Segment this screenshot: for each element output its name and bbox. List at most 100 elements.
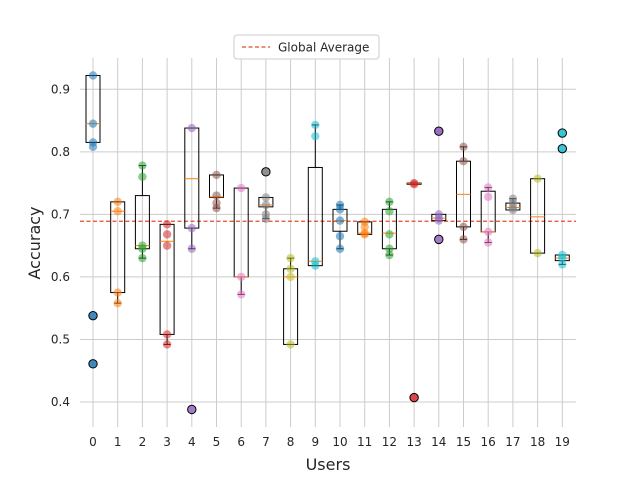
y-tick-label: 0.4 bbox=[51, 395, 70, 409]
data-point bbox=[212, 191, 221, 200]
data-point bbox=[533, 174, 542, 183]
data-point bbox=[212, 203, 221, 213]
x-tick-label: 8 bbox=[287, 435, 295, 449]
x-tick-label: 16 bbox=[481, 435, 496, 449]
data-point bbox=[558, 260, 567, 269]
data-point bbox=[459, 235, 468, 244]
y-tick-label: 0.8 bbox=[51, 145, 70, 159]
data-point bbox=[335, 205, 345, 214]
x-tick-label: 17 bbox=[505, 435, 520, 449]
data-point bbox=[484, 192, 493, 202]
data-point bbox=[459, 222, 468, 232]
x-tick-label: 10 bbox=[332, 435, 347, 449]
grid bbox=[80, 58, 576, 427]
data-point bbox=[335, 244, 345, 253]
x-axis-label: Users bbox=[306, 455, 351, 474]
data-point bbox=[484, 227, 493, 237]
x-tick-label: 12 bbox=[382, 435, 397, 449]
data-point bbox=[138, 253, 147, 263]
data-point bbox=[459, 156, 468, 166]
data-point bbox=[385, 197, 394, 207]
data-point bbox=[385, 207, 394, 216]
legend-label: Global Average bbox=[278, 41, 369, 55]
data-point bbox=[558, 253, 567, 263]
data-point bbox=[113, 207, 122, 216]
x-tick-label: 9 bbox=[311, 435, 319, 449]
data-point bbox=[261, 193, 271, 202]
outlier-point bbox=[409, 392, 419, 403]
x-tick-label: 13 bbox=[406, 435, 421, 449]
data-point bbox=[311, 131, 320, 141]
x-tick-label: 14 bbox=[431, 435, 446, 449]
data-point bbox=[335, 216, 345, 225]
x-tick-label: 15 bbox=[456, 435, 471, 449]
y-tick-label: 0.9 bbox=[51, 82, 70, 96]
data-point bbox=[187, 223, 196, 233]
outlier-point bbox=[434, 234, 444, 245]
data-point bbox=[286, 272, 295, 282]
data-point bbox=[286, 264, 295, 273]
y-ticks: 0.4 0.5 0.6 0.7 0.8 0.9 bbox=[51, 82, 70, 409]
data-point bbox=[311, 120, 320, 130]
outlier-point bbox=[557, 143, 567, 154]
data-point bbox=[162, 330, 172, 339]
data-point bbox=[286, 253, 295, 263]
data-point bbox=[261, 214, 271, 223]
data-point bbox=[113, 197, 122, 207]
data-point bbox=[360, 222, 369, 232]
data-point bbox=[138, 161, 147, 170]
x-tick-label: 6 bbox=[237, 435, 245, 449]
legend: Global Average bbox=[233, 34, 380, 60]
data-point bbox=[88, 71, 98, 80]
data-point bbox=[162, 220, 172, 229]
x-tick-label: 11 bbox=[357, 435, 372, 449]
outlier-point bbox=[261, 167, 271, 177]
x-tick-label: 18 bbox=[530, 435, 545, 449]
data-point bbox=[113, 298, 122, 308]
data-point bbox=[360, 230, 369, 239]
data-point bbox=[187, 244, 196, 253]
data-point bbox=[212, 170, 221, 180]
outlier-point bbox=[434, 126, 444, 136]
data-point bbox=[484, 238, 493, 247]
outlier-point bbox=[88, 310, 98, 321]
data-point bbox=[459, 142, 468, 152]
data-point bbox=[261, 200, 271, 210]
x-ticks: 0 1 2 3 4 5 6 7 8 9 10 11 12 13 14 15 16 17 18 19 bbox=[89, 435, 570, 449]
data-point bbox=[162, 340, 172, 349]
outlier-point bbox=[88, 359, 98, 369]
data-point bbox=[138, 172, 147, 182]
data-point bbox=[237, 183, 246, 193]
data-point bbox=[385, 250, 394, 260]
data-point bbox=[237, 290, 246, 299]
data-point bbox=[138, 244, 147, 253]
data-point bbox=[162, 241, 172, 250]
outlier-point bbox=[187, 404, 197, 415]
x-tick-label: 5 bbox=[213, 435, 221, 449]
data-point bbox=[88, 119, 98, 128]
data-point bbox=[237, 272, 246, 282]
x-tick-label: 7 bbox=[262, 435, 270, 449]
data-point bbox=[187, 123, 196, 133]
y-tick-label: 0.5 bbox=[51, 332, 70, 346]
data-point bbox=[434, 216, 443, 225]
data-points bbox=[88, 71, 567, 415]
x-tick-label: 1 bbox=[114, 435, 122, 449]
x-tick-label: 0 bbox=[89, 435, 97, 449]
y-tick-label: 0.6 bbox=[51, 270, 70, 284]
legend-frame bbox=[233, 34, 380, 60]
outlier-point bbox=[557, 128, 567, 138]
data-point bbox=[385, 230, 394, 239]
data-point bbox=[385, 244, 394, 253]
data-point bbox=[508, 205, 518, 215]
data-point bbox=[88, 142, 98, 152]
data-point bbox=[409, 180, 419, 189]
data-point bbox=[113, 288, 122, 297]
data-point bbox=[533, 248, 542, 258]
data-point bbox=[335, 232, 345, 241]
y-tick-label: 0.7 bbox=[51, 207, 70, 221]
y-axis-label: Accuracy bbox=[25, 206, 44, 279]
data-point bbox=[286, 340, 295, 349]
box-series bbox=[85, 75, 570, 345]
